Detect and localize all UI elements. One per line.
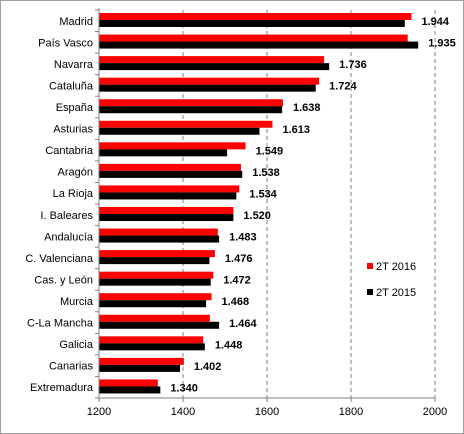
legend-swatch-2016 [367, 263, 373, 269]
data-label: 1.638 [293, 102, 321, 114]
bar-2016 [99, 185, 240, 193]
axes: 1200 1400 1600 1800 2000 [87, 8, 447, 418]
data-label: 1.538 [252, 167, 280, 179]
bar-2015 [99, 343, 205, 351]
data-label: 1.472 [223, 275, 251, 287]
category-label: Extremadura [30, 382, 94, 394]
category-label: País Vasco [38, 37, 93, 49]
category-label: Cantabria [45, 145, 94, 157]
bar-2016 [99, 163, 241, 171]
x-tick-label: 1200 [87, 406, 111, 418]
data-label: 1.464 [229, 318, 257, 330]
labels: Madrid 1.944 País Vasco 1.935 Navarra 1.736 Ca… [25, 16, 455, 395]
category-label: Asturias [53, 124, 93, 136]
legend-label: 2T 2016 [376, 261, 416, 273]
category-label: Navarra [54, 59, 94, 71]
bar-2015 [99, 20, 405, 27]
bar-2015 [99, 170, 243, 178]
bar-2016 [99, 13, 412, 20]
data-label: 1.724 [329, 81, 357, 93]
bar-2015 [99, 321, 220, 329]
bar-2015 [99, 300, 207, 308]
bar-2016 [99, 336, 204, 344]
bar-2015 [99, 386, 161, 394]
data-label: 1.534 [249, 188, 277, 200]
category-label: La Rioja [53, 188, 94, 200]
bar-2015 [99, 192, 237, 200]
category-label: Galicia [59, 339, 94, 351]
data-label: 1.468 [222, 296, 250, 308]
data-label: 1.483 [229, 232, 257, 244]
data-label: 1.549 [256, 145, 284, 157]
bar-2016 [99, 120, 273, 128]
bar-2015 [99, 149, 228, 157]
category-label: Murcia [60, 296, 94, 308]
bar-2015 [99, 127, 260, 135]
bar-2016 [99, 314, 210, 322]
data-label: 1.613 [282, 124, 310, 136]
bar-2016 [99, 228, 218, 236]
bar-2015 [99, 257, 210, 265]
bar-2016 [99, 77, 320, 85]
x-tick-label: 1400 [171, 406, 195, 418]
legend-label: 2T 2015 [376, 287, 416, 299]
data-label: 1.476 [225, 253, 253, 265]
category-label: Cas. y León [34, 274, 93, 286]
category-label: Madrid [59, 16, 93, 28]
category-label: C. Valenciana [25, 253, 94, 265]
bar-2016 [99, 99, 283, 107]
category-label: España [56, 102, 94, 114]
bar-2016 [99, 357, 184, 365]
x-tick-label: 1600 [255, 406, 279, 418]
x-tick-label: 1800 [339, 406, 363, 418]
category-label: I. Baleares [40, 210, 93, 222]
bar-2015 [99, 63, 330, 71]
gridlines [182, 10, 436, 398]
bar-2016 [99, 271, 214, 279]
legend: 2T 2016 2T 2015 [367, 261, 416, 299]
legend-swatch-2015 [367, 289, 373, 295]
bar-2015 [99, 364, 181, 372]
bar-2016 [99, 207, 234, 214]
bars [99, 13, 419, 394]
category-label: C-La Mancha [27, 318, 94, 330]
category-label: Andalucía [44, 231, 94, 243]
data-label: 1.520 [243, 210, 271, 222]
data-label: 1.736 [339, 59, 367, 71]
x-tick-label: 2000 [423, 406, 447, 418]
category-label: Aragón [58, 167, 93, 179]
data-label: 1.340 [170, 382, 198, 394]
bar-2016 [99, 293, 212, 301]
bar-2016 [99, 142, 246, 150]
data-label: 1.448 [215, 339, 243, 351]
bar-2016 [99, 250, 215, 258]
data-label: 1.935 [428, 38, 456, 50]
category-label: Cataluña [49, 80, 94, 92]
category-label: Canarias [49, 361, 94, 373]
bar-2015 [99, 41, 419, 49]
bar-2015 [99, 84, 316, 92]
data-label: 1.402 [194, 361, 222, 373]
bar-2016 [99, 379, 158, 387]
data-label: 1.944 [421, 16, 449, 28]
bar-2015 [99, 278, 211, 286]
bar-2016 [99, 34, 408, 42]
bar-2015 [99, 214, 234, 221]
bar-2015 [99, 235, 220, 243]
bar-2016 [99, 56, 325, 64]
bar-2015 [99, 106, 283, 114]
